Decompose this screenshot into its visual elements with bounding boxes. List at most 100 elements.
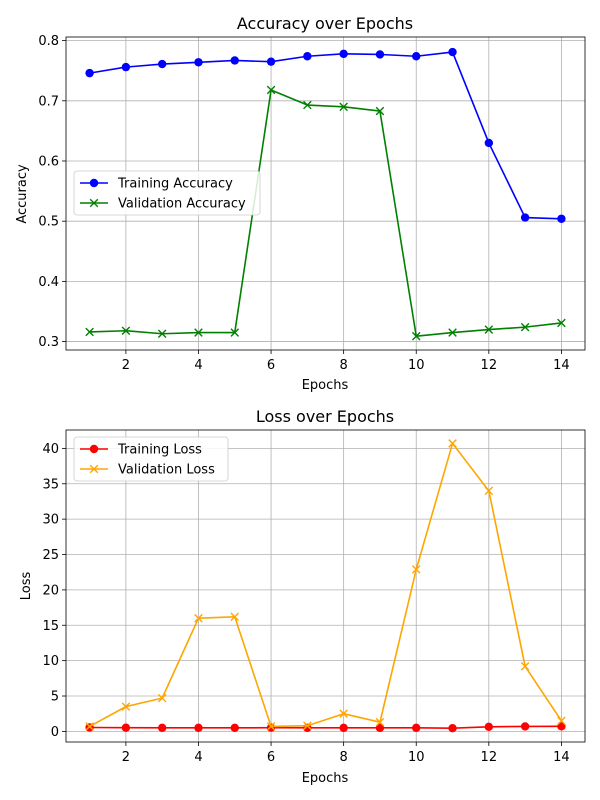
accuracy-series-line	[89, 51, 562, 220]
accuracy-data-point	[85, 68, 94, 78]
loss-y-tick-label: 10	[42, 654, 59, 669]
accuracy-x-tick-label: 4	[194, 358, 202, 373]
accuracy-x-tick-label: 12	[481, 358, 498, 373]
accuracy-data-point	[339, 102, 348, 112]
loss-x-tick-label: 4	[194, 750, 202, 765]
accuracy-legend: Training Accuracy Validation Accuracy	[73, 170, 261, 216]
loss-legend-label: Validation Loss	[118, 463, 215, 478]
loss-x-tick-label: 12	[481, 750, 498, 765]
loss-data-point	[448, 439, 457, 448]
accuracy-y-tick-label: 0.6	[38, 154, 59, 169]
accuracy-data-point	[230, 328, 240, 337]
loss-y-axis-label: Loss	[19, 572, 34, 601]
loss-data-point	[230, 612, 240, 622]
loss-data-point	[230, 723, 239, 733]
accuracy-legend-box	[73, 170, 261, 216]
loss-y-tick-label: 15	[42, 619, 59, 634]
accuracy-data-point	[557, 214, 566, 223]
loss-data-point	[375, 717, 385, 727]
loss-y-tick-label: 40	[42, 442, 59, 457]
accuracy-data-point	[339, 49, 348, 59]
accuracy-x-tick-label: 8	[340, 358, 348, 373]
loss-data-point	[520, 662, 530, 671]
loss-series-line	[89, 725, 562, 730]
loss-data-point	[412, 723, 421, 733]
accuracy-data-point	[520, 322, 530, 332]
accuracy-data-point	[557, 318, 566, 328]
loss-y-tick-label: 30	[42, 513, 59, 528]
accuracy-y-tick-label: 0.5	[38, 215, 59, 230]
accuracy-data-point	[157, 329, 167, 339]
accuracy-data-point	[121, 326, 131, 336]
loss-y-tick-label: 20	[42, 583, 59, 598]
accuracy-data-point	[121, 62, 131, 72]
loss-data-point	[339, 709, 348, 718]
accuracy-y-tick-label: 0.4	[38, 275, 59, 290]
accuracy-axes-frame	[65, 36, 586, 351]
accuracy-x-axis-label: Epochs	[302, 378, 349, 393]
loss-data-point	[484, 722, 494, 731]
accuracy-legend-label: Validation Accuracy	[118, 197, 246, 212]
loss-data-point	[557, 722, 566, 731]
loss-data-point	[194, 723, 203, 733]
loss-data-point	[411, 565, 421, 574]
loss-x-axis-label: Epochs	[302, 771, 349, 786]
accuracy-axes: Accuracy over Epochs Epochs Accuracy 2 4 6…	[15, 14, 586, 393]
loss-data-point	[194, 613, 203, 623]
accuracy-y-tick-label: 0.3	[38, 335, 59, 350]
loss-data-point	[557, 716, 566, 726]
accuracy-data-point	[303, 100, 312, 110]
loss-axes: Loss over Epochs Epochs Loss 2 4 6 8 10 12 14 0…	[19, 407, 586, 786]
loss-data-point	[303, 721, 312, 731]
accuracy-data-point	[266, 57, 276, 66]
loss-data-point	[157, 693, 167, 703]
accuracy-x-tick-label: 10	[408, 358, 425, 373]
accuracy-data-point	[375, 106, 385, 116]
accuracy-y-axis-label: Accuracy	[15, 164, 30, 224]
accuracy-legend-marker	[89, 198, 99, 208]
loss-axes-frame	[65, 429, 586, 743]
loss-legend: Training Loss Validation Loss	[73, 436, 229, 482]
accuracy-data-point	[375, 50, 385, 59]
accuracy-legend-label: Training Accuracy	[117, 177, 233, 192]
loss-y-tick-label: 5	[51, 690, 59, 705]
loss-x-tick-label: 6	[267, 750, 275, 765]
accuracy-data-point	[520, 213, 530, 222]
loss-data-point	[121, 702, 131, 711]
accuracy-data-point	[448, 47, 457, 57]
accuracy-y-tick-label: 0.7	[38, 94, 59, 109]
loss-data-point	[266, 722, 276, 731]
loss-x-tick-label: 10	[408, 750, 425, 765]
accuracy-data-point	[411, 331, 421, 341]
loss-legend-marker	[89, 464, 99, 474]
accuracy-y-tick-label: 0.8	[38, 34, 59, 49]
accuracy-data-point	[194, 328, 203, 337]
accuracy-data-point	[230, 56, 239, 65]
loss-series-line	[89, 442, 563, 728]
loss-legend-label: Training Loss	[117, 443, 202, 458]
accuracy-data-point	[266, 85, 276, 95]
accuracy-chart-title: Accuracy over Epochs	[237, 14, 413, 33]
accuracy-data-point	[484, 325, 494, 334]
loss-data-point	[121, 723, 131, 732]
loss-data-point	[520, 722, 530, 731]
loss-chart-title: Loss over Epochs	[256, 407, 394, 426]
loss-x-tick-label: 8	[340, 750, 348, 765]
loss-legend-box	[73, 436, 229, 482]
accuracy-data-point	[157, 59, 167, 69]
accuracy-data-point	[484, 138, 494, 148]
loss-x-tick-label: 14	[553, 750, 570, 765]
loss-y-tick-label: 35	[42, 477, 59, 492]
accuracy-data-point	[412, 52, 421, 61]
loss-data-point	[339, 723, 348, 733]
accuracy-series-line	[89, 89, 562, 337]
loss-x-tick-label: 2	[122, 750, 130, 765]
accuracy-data-point	[85, 327, 94, 337]
loss-y-tick-label: 0	[51, 725, 59, 740]
loss-data-point	[448, 724, 457, 733]
loss-legend-marker	[89, 444, 99, 454]
accuracy-x-tick-label: 2	[122, 358, 130, 373]
loss-y-tick-label: 25	[42, 548, 59, 563]
